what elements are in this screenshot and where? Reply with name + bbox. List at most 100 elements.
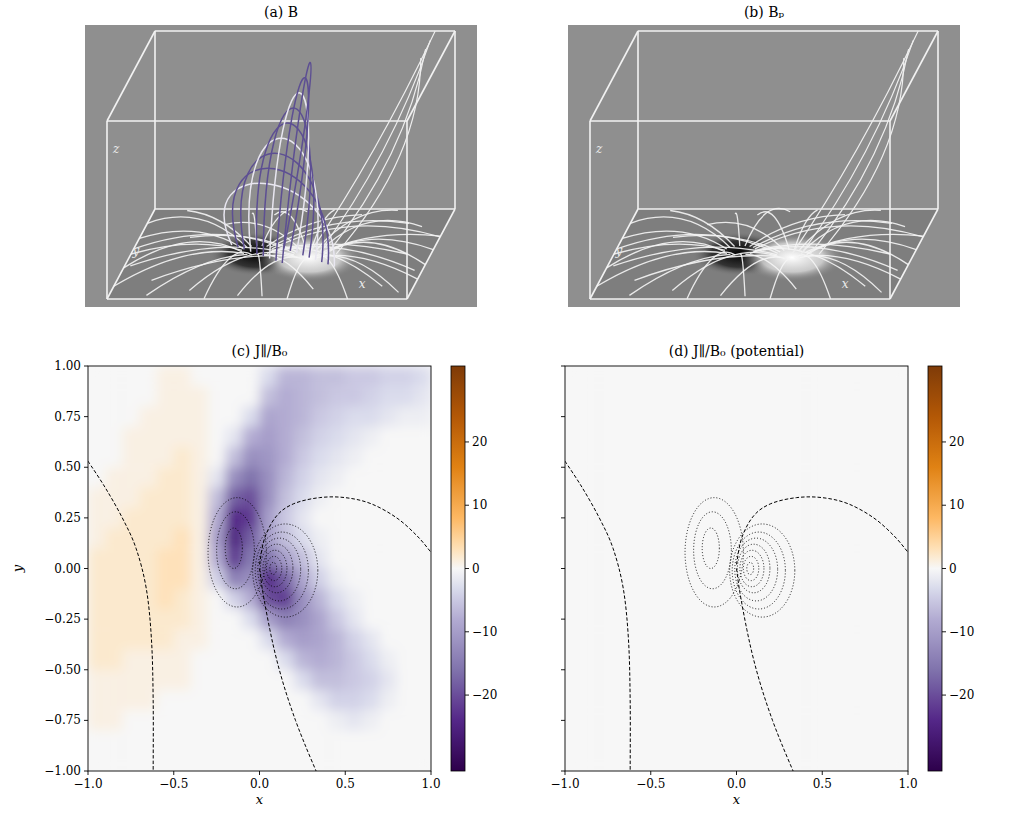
- x-tick-label: −0.5: [159, 777, 188, 791]
- heat-cell: [685, 447, 703, 468]
- heat-cell: [294, 467, 312, 488]
- heat-cell: [174, 488, 192, 509]
- heat-cell: [174, 386, 192, 407]
- contour: [747, 562, 754, 574]
- colorbar-tick: [465, 505, 469, 506]
- heat-cell: [651, 548, 669, 569]
- heat-cell: [294, 731, 312, 752]
- heat-cell: [651, 690, 669, 711]
- colorbar-tick: [942, 631, 946, 632]
- heat-cell: [702, 447, 720, 468]
- x-tick-label: 0.5: [336, 777, 355, 791]
- x-tick-label: −0.5: [636, 777, 665, 791]
- heat-cell: [719, 467, 737, 488]
- heat-cell: [191, 447, 209, 468]
- heat-cell: [191, 690, 209, 711]
- heat-cell: [105, 609, 123, 630]
- heat-cell: [122, 569, 140, 590]
- heat-cell: [174, 366, 192, 387]
- heat-cell: [685, 670, 703, 691]
- heat-cell: [685, 467, 703, 488]
- heat-cell: [754, 427, 772, 448]
- field-line: [687, 252, 735, 299]
- heat-cell: [788, 751, 806, 771]
- heat-cell: [839, 386, 857, 407]
- heat-cell: [565, 427, 583, 448]
- heat-cell: [277, 548, 295, 569]
- heat-cell: [702, 569, 720, 590]
- heat-cell: [857, 609, 875, 630]
- cube-edge: [590, 120, 890, 122]
- heat-cell: [771, 508, 789, 529]
- panel-title: (c) J∥/B₀: [232, 343, 288, 359]
- heat-cell: [737, 690, 755, 711]
- heat-cell: [599, 366, 617, 387]
- heat-cell: [839, 508, 857, 529]
- heat-cell: [891, 690, 908, 711]
- heat-cell: [788, 528, 806, 549]
- heat-cell: [651, 427, 669, 448]
- heat-cell: [651, 528, 669, 549]
- heat-cell: [122, 629, 140, 650]
- heat-cell: [345, 447, 363, 468]
- heat-cell: [651, 467, 669, 488]
- heat-cell: [719, 447, 737, 468]
- heat-cell: [839, 589, 857, 610]
- heat-cell: [874, 407, 892, 428]
- y-tick: [561, 669, 565, 670]
- heat-cell: [788, 386, 806, 407]
- heat-cell: [582, 528, 600, 549]
- heat-cell: [294, 670, 312, 691]
- heat-cell: [225, 670, 243, 691]
- x-axis-label: x: [733, 792, 741, 807]
- heat-cell: [174, 710, 192, 731]
- heat-cell: [157, 690, 175, 711]
- open-field-line: [309, 31, 435, 254]
- heat-cell: [754, 548, 772, 569]
- heat-cell: [754, 407, 772, 428]
- render-panel: zyx(b) Bₚ: [568, 4, 960, 307]
- heat-cell: [277, 508, 295, 529]
- heat-cell: [208, 609, 226, 630]
- heat-cell: [122, 447, 140, 468]
- heat-cell: [277, 650, 295, 671]
- axis-label: y: [132, 244, 140, 258]
- heat-cell: [88, 366, 106, 387]
- heat-cell: [139, 427, 157, 448]
- heat-cell: [397, 386, 415, 407]
- heat-cell: [397, 629, 415, 650]
- heat-cell: [397, 427, 415, 448]
- heat-cell: [737, 366, 755, 387]
- open-field-line: [327, 49, 426, 254]
- heat-cell: [122, 366, 140, 387]
- heat-cell: [260, 690, 278, 711]
- heat-cell: [260, 427, 278, 448]
- contour: [730, 524, 795, 617]
- heat-cell: [260, 670, 278, 691]
- heat-cell: [891, 386, 908, 407]
- contour: [732, 532, 785, 609]
- heat-cell: [380, 609, 398, 630]
- heat-cell: [754, 447, 772, 468]
- heat-cell: [208, 427, 226, 448]
- heat-cell: [857, 710, 875, 731]
- heat-cell: [839, 528, 857, 549]
- heat-cell: [122, 528, 140, 549]
- heat-cell: [685, 650, 703, 671]
- heat-cell: [565, 366, 583, 387]
- heat-cell: [857, 508, 875, 529]
- heat-cell: [719, 690, 737, 711]
- heat-cell: [191, 386, 209, 407]
- heat-cell: [702, 508, 720, 529]
- render-area: [85, 25, 477, 307]
- heat-cell: [891, 670, 908, 691]
- heat-cell: [414, 710, 431, 731]
- heat-cell: [668, 548, 686, 569]
- field-line: [321, 255, 418, 279]
- y-tick: [84, 517, 88, 518]
- heat-cell: [414, 589, 431, 610]
- field-line: [672, 252, 780, 290]
- contour: [208, 498, 266, 607]
- heat-cell: [362, 710, 380, 731]
- heat-cell: [380, 528, 398, 549]
